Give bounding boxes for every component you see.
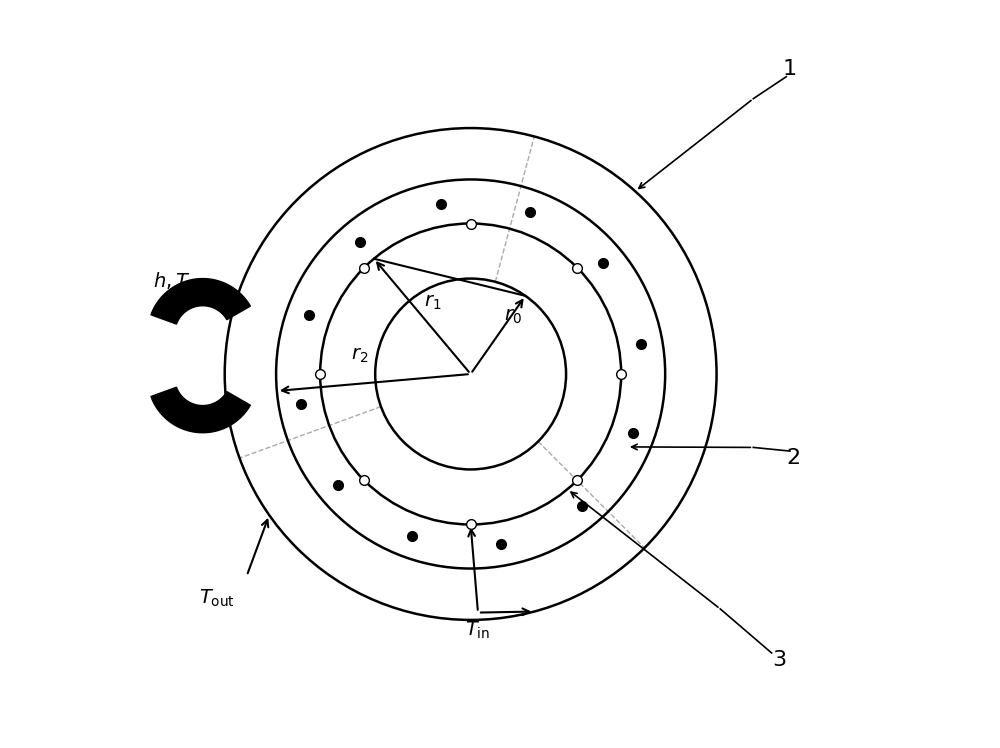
Text: $T_{\mathrm{out}}$: $T_{\mathrm{out}}$	[199, 587, 235, 609]
Text: 1: 1	[783, 59, 797, 79]
Text: $T_{\mathrm{in}}$: $T_{\mathrm{in}}$	[465, 620, 491, 641]
Polygon shape	[151, 387, 250, 433]
Text: 3: 3	[772, 650, 786, 670]
Text: 2: 2	[787, 448, 801, 468]
Text: $r_2$: $r_2$	[351, 346, 368, 365]
Text: $r_1$: $r_1$	[424, 292, 441, 312]
Polygon shape	[151, 278, 250, 324]
Text: $r_0$: $r_0$	[504, 307, 521, 326]
Text: $h,T_{\mathrm{cw}}$: $h,T_{\mathrm{cw}}$	[153, 271, 208, 293]
